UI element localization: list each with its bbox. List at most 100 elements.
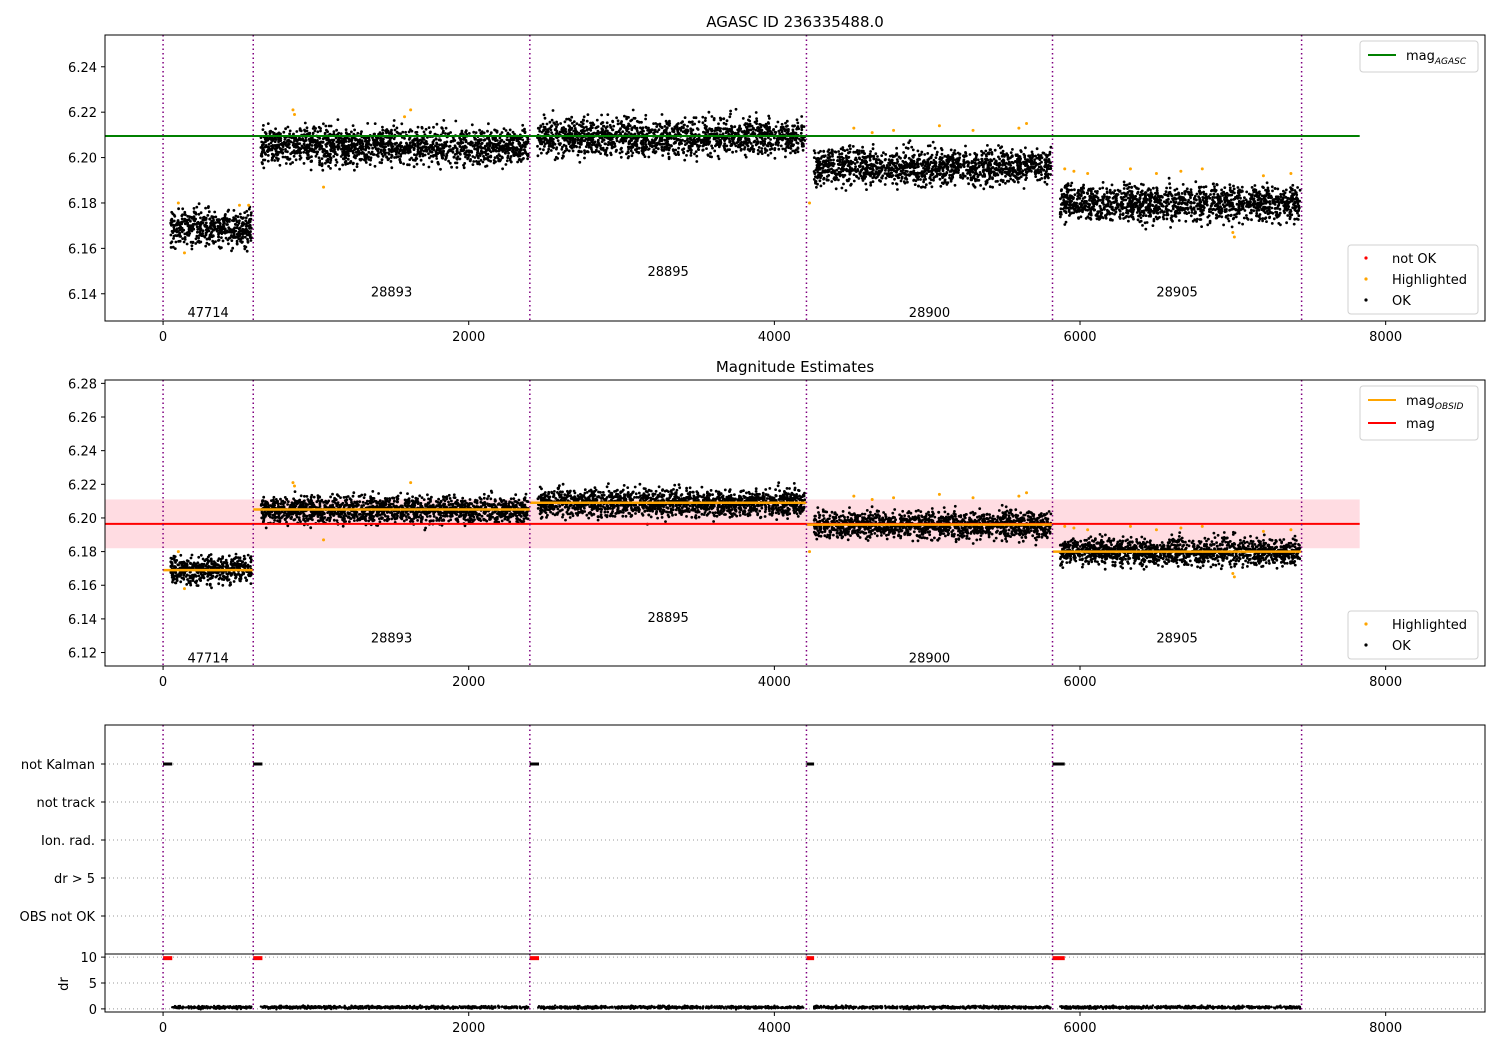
ok-point	[221, 239, 225, 243]
ok-point	[431, 140, 435, 144]
ok-point	[986, 163, 990, 167]
ok-point	[271, 130, 274, 134]
ok-point	[953, 165, 957, 169]
ok-point	[831, 164, 835, 168]
ok-point	[354, 138, 357, 142]
ok-point	[430, 147, 434, 151]
ok-point	[576, 139, 579, 142]
ok-point	[287, 142, 291, 146]
ok-point	[283, 138, 287, 141]
ok-point	[320, 157, 324, 161]
ok-point	[857, 177, 861, 180]
ok-point	[313, 129, 317, 133]
ok-point	[507, 151, 510, 155]
ok-point	[468, 153, 471, 157]
ok-point	[402, 162, 405, 166]
ok-point	[919, 185, 923, 189]
ok-point	[932, 158, 936, 162]
ok-point	[861, 145, 864, 149]
ok-point	[200, 234, 204, 238]
ok-point	[658, 140, 661, 143]
ok-point	[172, 225, 176, 229]
ok-point	[647, 147, 651, 151]
ok-point	[463, 162, 467, 165]
ok-point	[227, 208, 231, 212]
ok-point	[334, 136, 338, 140]
ok-point	[394, 153, 398, 156]
ok-point	[745, 129, 749, 133]
ok-point	[730, 126, 734, 129]
ok-point	[436, 161, 440, 165]
ok-point	[475, 153, 479, 157]
ok-point	[658, 137, 662, 140]
ok-point	[950, 165, 953, 168]
ok-point	[182, 240, 186, 244]
ok-point	[876, 155, 879, 158]
ok-point	[978, 171, 982, 174]
ok-point	[266, 159, 270, 163]
ok-point	[626, 145, 630, 149]
ok-point	[549, 128, 553, 132]
ok-point	[1013, 169, 1017, 173]
ok-point	[277, 145, 281, 149]
ok-point	[1049, 173, 1052, 176]
ok-point	[908, 139, 912, 143]
ok-point	[768, 141, 771, 145]
ok-point	[542, 148, 545, 152]
ok-point	[381, 154, 385, 158]
ok-point	[185, 232, 189, 235]
ok-point	[369, 143, 373, 147]
ok-point	[553, 122, 557, 126]
ok-point	[697, 148, 701, 152]
ok-point	[1047, 163, 1050, 167]
ok-point	[582, 115, 586, 119]
ok-point	[413, 144, 417, 148]
ok-point	[661, 132, 665, 136]
ok-point	[389, 160, 393, 163]
ok-point	[429, 154, 433, 158]
ok-point	[400, 122, 404, 126]
ok-point	[953, 149, 957, 152]
ok-point	[217, 231, 221, 235]
ok-point	[845, 156, 848, 160]
ok-point	[495, 154, 499, 158]
ok-point	[191, 226, 195, 230]
ok-point	[792, 124, 796, 128]
ok-point	[716, 143, 719, 147]
ok-point	[327, 124, 331, 128]
ok-point	[177, 226, 181, 230]
ok-point	[783, 147, 787, 151]
ok-point	[223, 215, 227, 219]
ok-point	[474, 141, 478, 145]
ok-point	[875, 167, 879, 171]
ok-point	[605, 121, 609, 125]
ok-point	[644, 113, 648, 117]
ok-point	[416, 125, 420, 129]
ok-point	[596, 140, 600, 144]
ok-point	[397, 143, 401, 147]
ok-point	[948, 176, 951, 180]
ok-point	[703, 119, 707, 122]
ok-point	[791, 136, 795, 140]
ok-point	[180, 217, 184, 221]
ok-point	[322, 122, 325, 126]
ok-point	[195, 234, 199, 238]
ok-point	[1007, 179, 1011, 183]
ok-point	[395, 141, 398, 145]
ok-point	[226, 238, 230, 242]
ok-point	[277, 138, 281, 142]
ok-point	[743, 132, 747, 136]
ok-point	[1022, 173, 1025, 176]
ok-point	[583, 132, 586, 136]
ok-point	[786, 124, 789, 128]
ok-point	[895, 169, 899, 173]
ok-point	[414, 131, 418, 134]
ok-point	[523, 145, 527, 149]
ok-point	[652, 148, 656, 152]
ok-point	[495, 143, 499, 147]
ok-point	[620, 150, 624, 154]
ok-point	[237, 227, 241, 231]
ok-point	[1025, 162, 1029, 166]
ok-point	[900, 176, 904, 180]
ok-point	[961, 173, 965, 177]
